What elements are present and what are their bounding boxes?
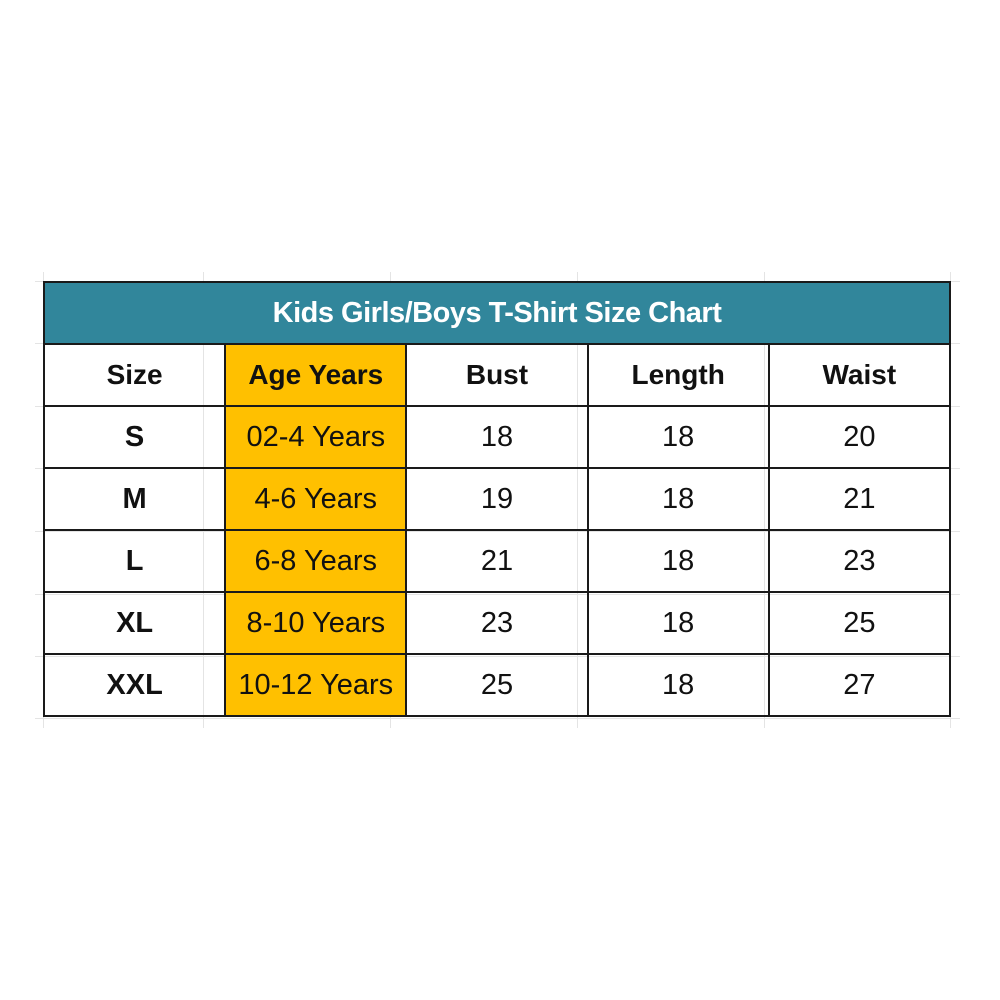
cell-length: 18 — [586, 653, 770, 717]
cell-age: 8-10 Years — [224, 591, 408, 655]
cell-age: 02-4 Years — [224, 405, 408, 469]
cell-length: 18 — [586, 591, 770, 655]
cell-age: 6-8 Years — [224, 529, 408, 593]
cell-size: XXL — [42, 653, 227, 717]
table-row: XL 8-10 Years 23 18 25 — [42, 591, 952, 655]
cell-waist: 25 — [767, 591, 952, 655]
cell-bust: 19 — [405, 467, 589, 531]
cell-bust: 18 — [405, 405, 589, 469]
header-waist: Waist — [767, 343, 952, 407]
cell-waist: 20 — [767, 405, 952, 469]
cell-size: XL — [42, 591, 227, 655]
table-row: M 4-6 Years 19 18 21 — [42, 467, 952, 531]
cell-age: 4-6 Years — [224, 467, 408, 531]
table-row: L 6-8 Years 21 18 23 — [42, 529, 952, 593]
table-row: XXL 10-12 Years 25 18 27 — [42, 653, 952, 717]
table-title: Kids Girls/Boys T-Shirt Size Chart — [43, 281, 951, 345]
gridline — [35, 718, 960, 719]
header-length: Length — [586, 343, 770, 407]
table-body: S 02-4 Years 18 18 20 M 4-6 Years 19 18 21 L 6-8 Ye… — [42, 405, 952, 717]
cell-length: 18 — [586, 405, 770, 469]
cell-bust: 25 — [405, 653, 589, 717]
cell-size: L — [42, 529, 227, 593]
cell-waist: 21 — [767, 467, 952, 531]
header-age: Age Years — [224, 343, 408, 407]
header-row: Size Age Years Bust Length Waist — [42, 343, 952, 407]
header-size: Size — [42, 343, 227, 407]
cell-waist: 27 — [767, 653, 952, 717]
table-row: S 02-4 Years 18 18 20 — [42, 405, 952, 469]
cell-bust: 21 — [405, 529, 589, 593]
cell-age: 10-12 Years — [224, 653, 408, 717]
cell-size: S — [42, 405, 227, 469]
cell-bust: 23 — [405, 591, 589, 655]
size-chart-table: Kids Girls/Boys T-Shirt Size Chart Size … — [42, 281, 952, 717]
cell-size: M — [42, 467, 227, 531]
header-bust: Bust — [405, 343, 589, 407]
cell-waist: 23 — [767, 529, 952, 593]
cell-length: 18 — [586, 467, 770, 531]
cell-length: 18 — [586, 529, 770, 593]
gridline — [950, 272, 951, 728]
